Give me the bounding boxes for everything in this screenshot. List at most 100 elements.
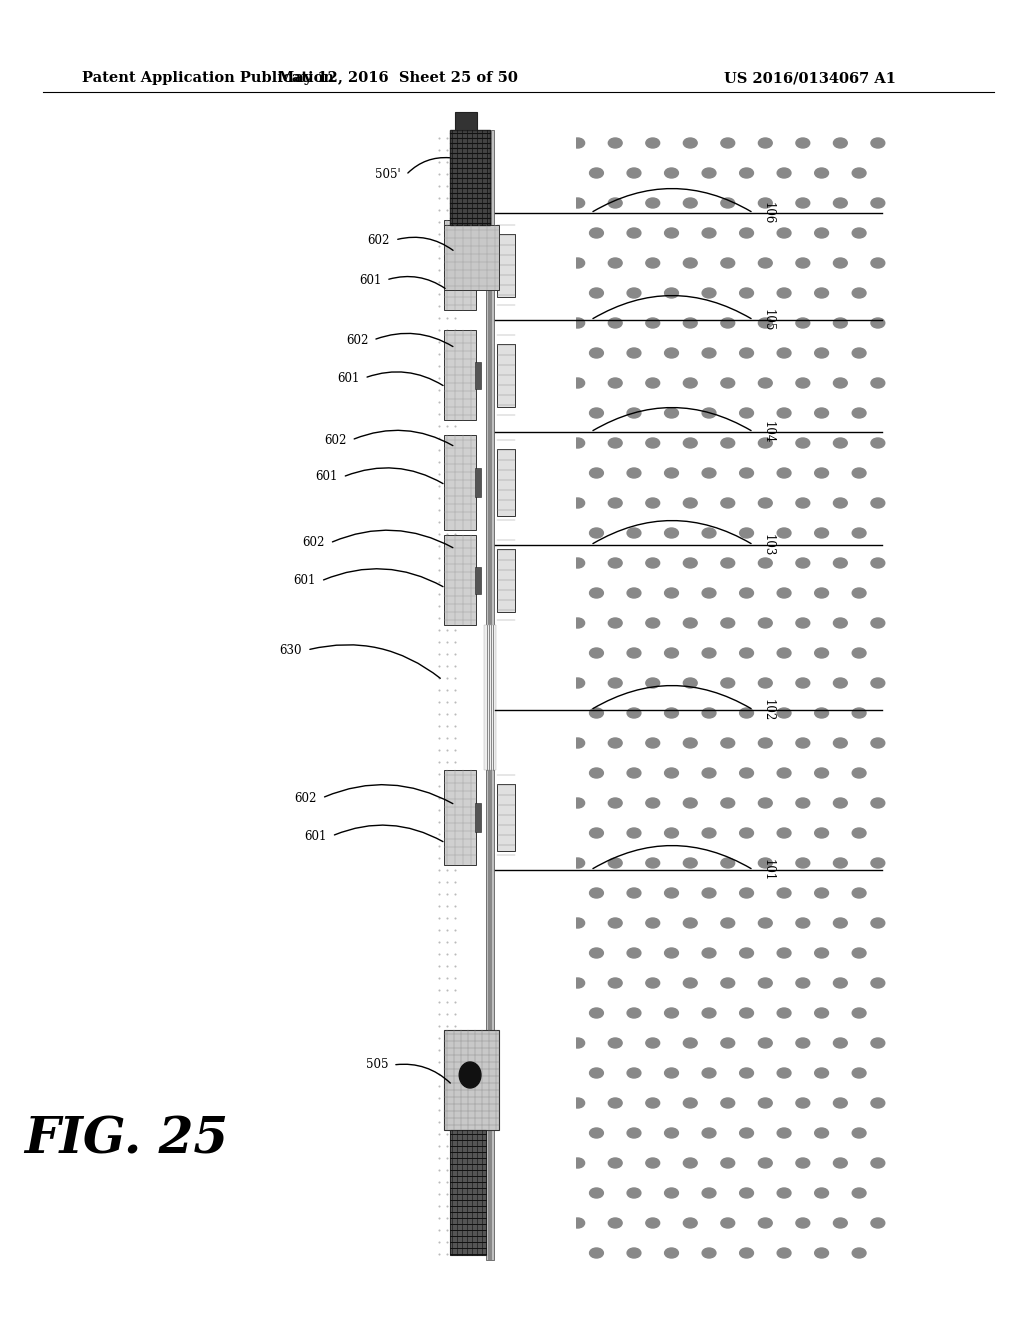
Ellipse shape [871, 378, 885, 388]
Ellipse shape [777, 1247, 791, 1258]
Ellipse shape [815, 1247, 828, 1258]
Ellipse shape [759, 678, 772, 688]
Ellipse shape [739, 228, 754, 238]
Ellipse shape [852, 168, 866, 178]
Ellipse shape [646, 978, 659, 987]
Ellipse shape [496, 1038, 510, 1048]
Ellipse shape [514, 1129, 528, 1138]
Ellipse shape [570, 1098, 585, 1107]
Ellipse shape [702, 1188, 716, 1199]
Bar [487, 129, 492, 1261]
Ellipse shape [665, 168, 679, 178]
Ellipse shape [514, 168, 528, 178]
Ellipse shape [514, 408, 528, 418]
Ellipse shape [646, 1158, 659, 1168]
Ellipse shape [570, 799, 585, 808]
Ellipse shape [683, 978, 697, 987]
Ellipse shape [477, 587, 490, 598]
Ellipse shape [458, 858, 472, 869]
Ellipse shape [552, 888, 566, 898]
Ellipse shape [721, 378, 734, 388]
Ellipse shape [552, 948, 566, 958]
Ellipse shape [477, 228, 490, 238]
Ellipse shape [552, 768, 566, 777]
Ellipse shape [815, 1129, 828, 1138]
Ellipse shape [796, 1098, 810, 1107]
Ellipse shape [590, 168, 603, 178]
Ellipse shape [458, 1158, 472, 1168]
Ellipse shape [477, 528, 490, 539]
Ellipse shape [458, 139, 472, 148]
Ellipse shape [534, 678, 547, 688]
Ellipse shape [496, 438, 510, 447]
Ellipse shape [570, 978, 585, 987]
Ellipse shape [458, 618, 472, 628]
Ellipse shape [759, 378, 772, 388]
Ellipse shape [759, 438, 772, 447]
Ellipse shape [739, 1247, 754, 1258]
Ellipse shape [496, 799, 510, 808]
Ellipse shape [534, 1098, 547, 1107]
Ellipse shape [683, 618, 697, 628]
Ellipse shape [477, 288, 490, 298]
Ellipse shape [702, 768, 716, 777]
Ellipse shape [815, 168, 828, 178]
Ellipse shape [796, 1158, 810, 1168]
Ellipse shape [496, 738, 510, 748]
Ellipse shape [834, 318, 847, 327]
Bar [444, 436, 476, 531]
Ellipse shape [834, 498, 847, 508]
Text: 630: 630 [280, 644, 302, 656]
Ellipse shape [496, 1098, 510, 1107]
Ellipse shape [608, 498, 623, 508]
Ellipse shape [496, 1218, 510, 1228]
Ellipse shape [834, 378, 847, 388]
Ellipse shape [627, 708, 641, 718]
Ellipse shape [683, 498, 697, 508]
Ellipse shape [871, 1158, 885, 1168]
Ellipse shape [608, 738, 623, 748]
Ellipse shape [534, 257, 547, 268]
Ellipse shape [759, 498, 772, 508]
Ellipse shape [477, 708, 490, 718]
Ellipse shape [683, 1218, 697, 1228]
Bar [475, 566, 481, 594]
Ellipse shape [590, 828, 603, 838]
Ellipse shape [702, 1068, 716, 1078]
Bar [444, 220, 476, 310]
Ellipse shape [552, 828, 566, 838]
Ellipse shape [570, 558, 585, 568]
Ellipse shape [665, 587, 679, 598]
Ellipse shape [665, 768, 679, 777]
Ellipse shape [739, 948, 754, 958]
Ellipse shape [608, 318, 623, 327]
Ellipse shape [683, 378, 697, 388]
Ellipse shape [608, 1158, 623, 1168]
Ellipse shape [627, 288, 641, 298]
Text: 602: 602 [325, 433, 347, 446]
Ellipse shape [796, 678, 810, 688]
Ellipse shape [852, 1188, 866, 1199]
Text: 601: 601 [337, 371, 359, 384]
Ellipse shape [552, 1247, 566, 1258]
Ellipse shape [590, 469, 603, 478]
Ellipse shape [665, 1188, 679, 1199]
Ellipse shape [739, 648, 754, 657]
Ellipse shape [477, 1068, 490, 1078]
Bar [456, 112, 477, 129]
Ellipse shape [721, 1218, 734, 1228]
Ellipse shape [739, 708, 754, 718]
Ellipse shape [739, 1129, 754, 1138]
Bar [497, 343, 514, 407]
Ellipse shape [871, 139, 885, 148]
Ellipse shape [871, 978, 885, 987]
Ellipse shape [496, 978, 510, 987]
Ellipse shape [590, 1068, 603, 1078]
Ellipse shape [702, 587, 716, 598]
Ellipse shape [534, 378, 547, 388]
Ellipse shape [852, 408, 866, 418]
Ellipse shape [777, 768, 791, 777]
Ellipse shape [627, 1129, 641, 1138]
Ellipse shape [815, 768, 828, 777]
Text: 106: 106 [762, 202, 775, 224]
